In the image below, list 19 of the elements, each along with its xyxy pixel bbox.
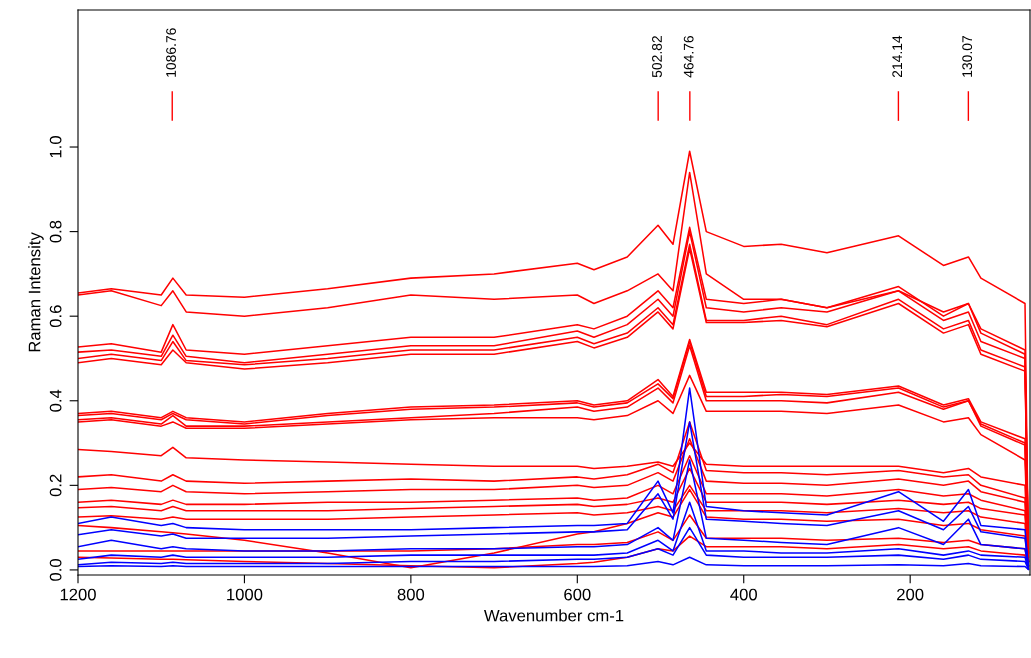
y-tick-label: 0.0	[49, 558, 62, 581]
ref-line-label: 1086.76	[166, 28, 176, 77]
x-axis-title: Wavenumber cm-1	[484, 609, 624, 622]
ref-line-label: 130.07	[962, 36, 973, 77]
x-tick-label: 800	[397, 588, 425, 601]
y-axis-title: Raman Intensity	[28, 232, 44, 352]
y-tick-label: 0.2	[49, 474, 62, 497]
ref-line-label: 464.76	[683, 35, 694, 78]
ref-line-label: 502.82	[652, 36, 662, 78]
x-tick-label: 200	[897, 588, 924, 601]
y-tick-label: 1.0	[49, 136, 62, 158]
ref-line-label: 214.14	[892, 35, 902, 78]
x-tick-label: 600	[564, 588, 591, 601]
x-tick-label: 1200	[60, 588, 96, 601]
x-tick-label: 400	[730, 588, 757, 601]
y-tick-label: 0.8	[49, 220, 62, 243]
x-tick-label: 1000	[227, 588, 263, 601]
y-tick-label: 0.6	[49, 305, 62, 328]
y-tick-label: 0.4	[49, 389, 62, 412]
